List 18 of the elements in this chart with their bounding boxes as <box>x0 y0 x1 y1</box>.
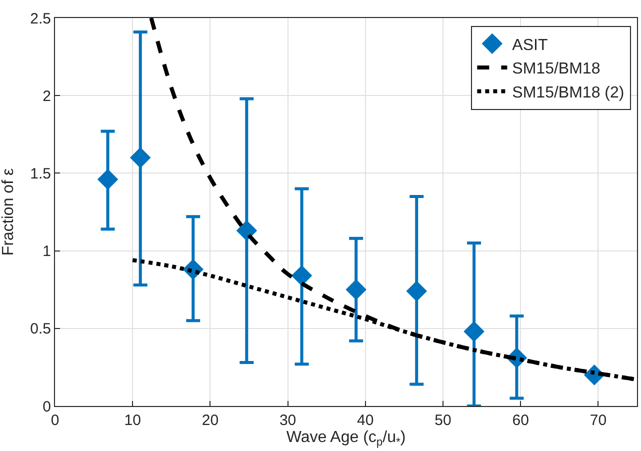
legend-label: ASIT <box>512 36 548 54</box>
legend-label: SM15/BM18 (2) <box>512 84 624 102</box>
y-tick-label: 1 <box>42 243 51 260</box>
x-tick-label: 70 <box>590 412 607 429</box>
x-tick-label: 60 <box>512 412 529 429</box>
legend-label: SM15/BM18 <box>512 60 600 78</box>
x-tick-label: 50 <box>434 412 452 429</box>
x-tick-label: 40 <box>357 412 374 429</box>
x-axis-title: Wave Age (c$_{p}$/u$_{*}$) <box>286 429 406 448</box>
x-tick-label: 20 <box>202 412 219 429</box>
x-tick-label: 30 <box>279 412 296 429</box>
y-tick-label: 2.5 <box>30 10 51 28</box>
y-tick-label: 0.5 <box>30 320 51 338</box>
y-axis-title: Fraction of ε <box>0 168 17 256</box>
y-tick-label: 2 <box>42 88 51 105</box>
x-tick-label: 10 <box>124 412 141 429</box>
y-tick-label: 1.5 <box>30 165 51 182</box>
y-tick-label: 0 <box>42 398 51 416</box>
